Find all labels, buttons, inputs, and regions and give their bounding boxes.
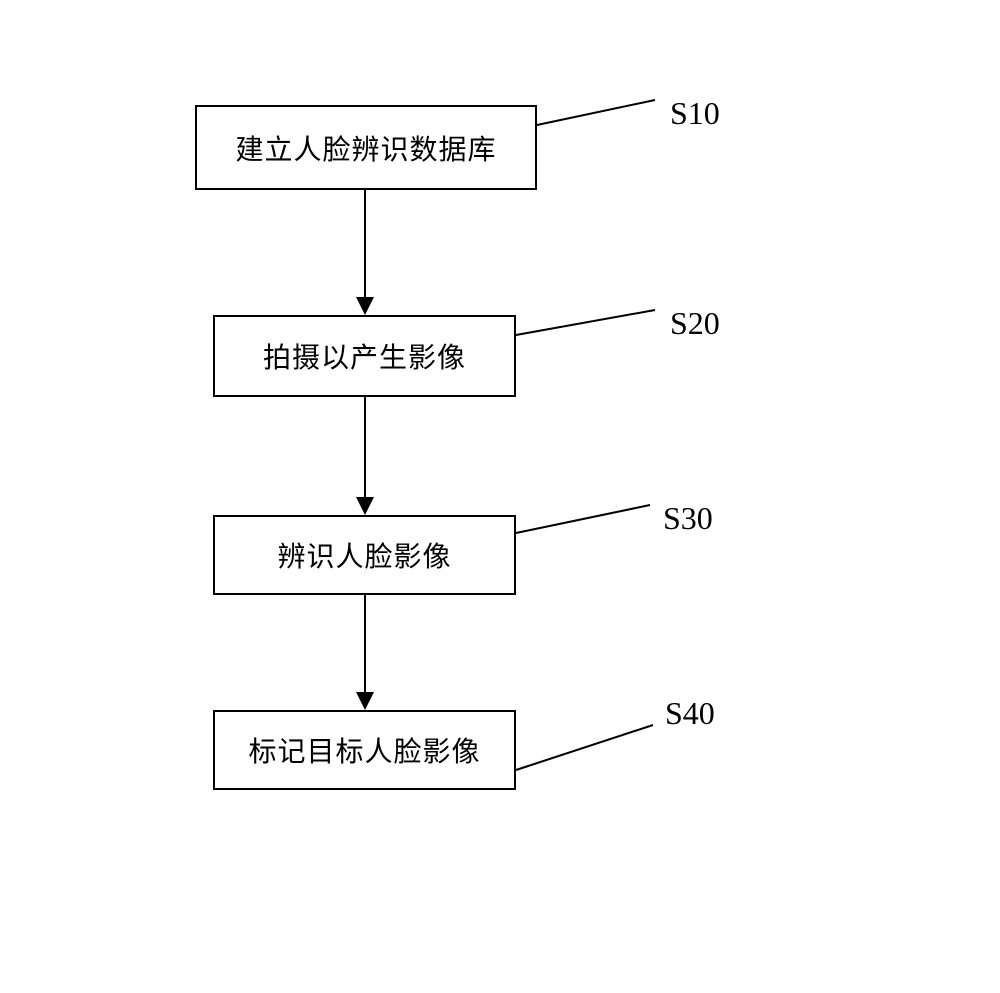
leader-line-s40: [514, 723, 655, 772]
connector-line-1: [364, 397, 366, 497]
step-label-s40: S40: [665, 695, 715, 732]
arrow-down-icon: [356, 497, 374, 515]
step-label-s10: S10: [670, 95, 720, 132]
step-box-s20: 拍摄以产生影像: [213, 315, 516, 397]
step-text-s40: 标记目标人脸影像: [248, 730, 480, 770]
step-box-s30: 辨识人脸影像: [213, 515, 516, 595]
step-box-s10: 建立人脸辨识数据库: [195, 105, 537, 190]
step-text-s10: 建立人脸辨识数据库: [235, 128, 496, 168]
step-label-s20: S20: [670, 305, 720, 342]
connector-line-2: [364, 595, 366, 692]
step-label-s30: S30: [663, 500, 713, 537]
connector-line-0: [364, 190, 366, 297]
step-box-s40: 标记目标人脸影像: [213, 710, 516, 790]
arrow-down-icon: [356, 297, 374, 315]
step-text-s20: 拍摄以产生影像: [263, 336, 466, 376]
leader-line-s20: [514, 308, 657, 337]
step-text-s30: 辨识人脸影像: [277, 535, 451, 575]
leader-line-s10: [535, 98, 657, 127]
leader-line-s30: [514, 503, 652, 535]
arrow-down-icon: [356, 692, 374, 710]
